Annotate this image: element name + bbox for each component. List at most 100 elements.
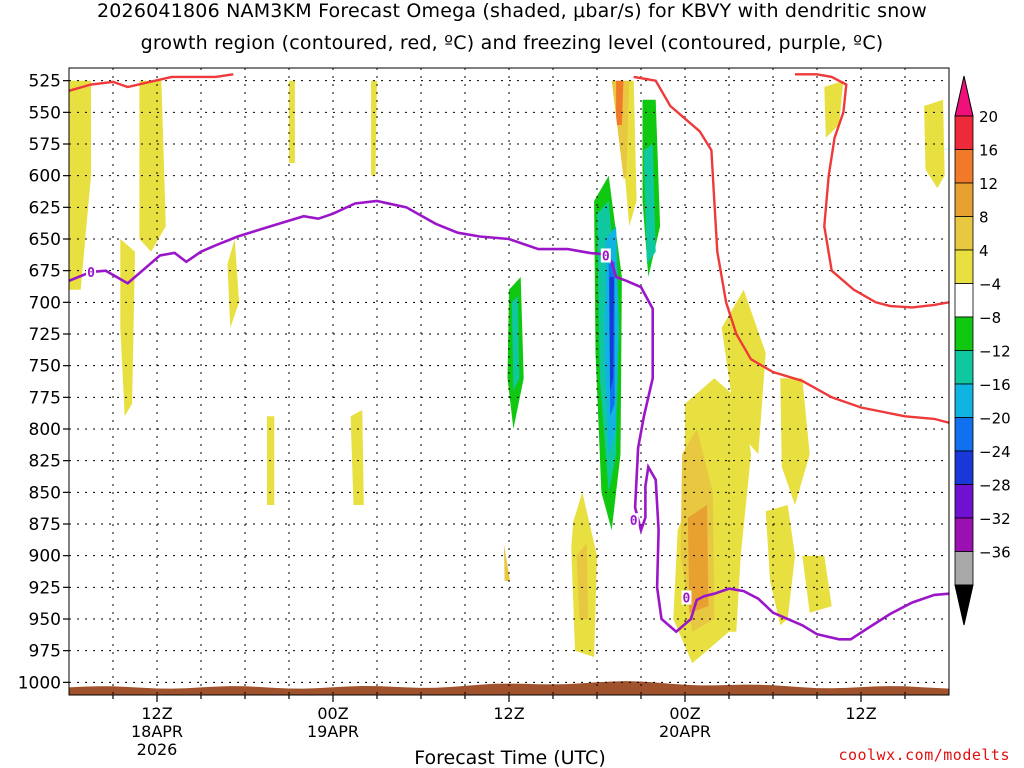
colorbar-swatch [954,417,974,452]
omega-region [227,239,240,328]
omega-region [576,543,589,619]
omega-region [641,308,661,455]
terrain-layer [69,681,949,695]
omega-region [616,80,624,125]
dgz-contour-line [633,75,949,424]
chart-title-line1: 2026041806 NAM3KM Forecast Omega (shaded… [96,0,927,22]
colorbar-label: 8 [979,209,989,227]
y-tick-label: 950 [29,610,61,630]
colorbar-swatch [954,450,974,485]
y-tick-label: 925 [29,578,61,598]
freezing-label-bg [681,590,692,605]
omega-region [289,80,295,163]
colorbar-swatch [954,316,974,351]
colorbar-label: −32 [979,510,1011,528]
omega-region [469,359,474,391]
colorbar-bottom-arrow [954,584,974,626]
colorbar-swatch [954,149,974,184]
omega-region [545,251,562,480]
y-tick-label: 800 [29,420,61,440]
omega-region [69,80,91,290]
colorbar-label: −20 [979,410,1011,428]
omega-region [721,289,766,455]
y-tick-label: 550 [29,103,61,123]
site-credit: coolwx.com/modelts [838,746,1010,764]
omega-region [176,634,193,657]
omega-colorbar: 20 16 12 8 4 −4 −8 −12 −16 −20 −24 −28 −32 −36 [954,75,1011,626]
x-axis-label: Forecast Time (UTC) [414,747,605,768]
dgz-contour-line [795,73,949,309]
x-tick-label: 2026 [137,740,178,759]
omega-region [643,144,656,265]
omega-region [350,410,364,505]
y-tick-label: 625 [29,198,61,218]
freezing-label-bg [86,264,96,279]
freezing-level-label: 0 [630,514,638,529]
y-tick-label: 775 [29,388,61,408]
pressure-axis: 525 550 575 600 625 650 675 700 725 750 775 800 825 8… [18,72,69,693]
y-tick-label: 750 [29,357,61,377]
omega-region [702,80,706,227]
x-tick-label: 00Z [669,704,700,723]
chart-title-line2: growth region (contoured, red, ºC) and f… [140,32,884,54]
x-tick-label: 12Z [493,704,524,723]
x-tick-label: 20APR [659,722,711,741]
x-tick-label: 12Z [845,704,876,723]
omega-region [765,505,795,626]
freezing-label-bg [628,513,639,528]
colorbar-label: −24 [979,443,1011,461]
colorbar-swatch [954,283,974,318]
y-tick-label: 525 [29,72,61,92]
y-tick-label: 700 [29,293,61,313]
omega-region [220,629,235,651]
colorbar-swatch [954,517,974,552]
x-tick-label: 00Z [317,704,348,723]
x-tick-label: 19APR [307,722,359,741]
omega-region [350,517,354,581]
colorbar-label: 4 [979,242,989,260]
colorbar-swatch [954,115,974,150]
omega-region [780,378,810,505]
omega-region [687,505,709,613]
y-tick-label: 675 [29,262,61,282]
colorbar-swatch [954,551,974,586]
colorbar-label: 20 [979,108,998,126]
omega-region [511,296,520,391]
y-tick-label: 1000 [18,673,61,693]
colorbar-swatch [954,249,974,284]
y-tick-label: 900 [29,547,61,567]
freezing-level-label: 0 [602,249,610,264]
omega-region [558,378,577,619]
omega-region [488,555,495,619]
y-tick-label: 825 [29,452,61,472]
omega-region [120,239,135,417]
colorbar-label: −8 [979,309,1001,327]
colorbar-swatch [954,182,974,217]
omega-region [245,619,263,664]
omega-region [139,80,166,252]
colorbar-swatch [954,484,974,519]
y-tick-label: 650 [29,230,61,250]
x-tick-label: 18APR [131,722,183,741]
freezing-level-label: 0 [683,591,691,606]
y-tick-label: 600 [29,167,61,187]
contour-layer: 0 0 0 0 [69,73,949,641]
colorbar-label: −36 [979,544,1011,562]
colorbar-label: −28 [979,477,1011,495]
colorbar-label: −16 [979,376,1011,394]
colorbar-top-arrow [954,75,974,117]
omega-region [802,555,832,613]
omega-region [371,80,377,176]
colorbar-swatch [954,383,974,418]
omega-region [824,80,844,138]
omega-region [609,277,614,391]
y-tick-label: 725 [29,325,61,345]
y-tick-label: 875 [29,515,61,535]
freezing-label-bg [600,248,611,263]
colorbar-swatch [954,216,974,251]
terrain-band [69,681,949,695]
colorbar-label: −12 [979,343,1011,361]
colorbar-swatch [954,350,974,385]
